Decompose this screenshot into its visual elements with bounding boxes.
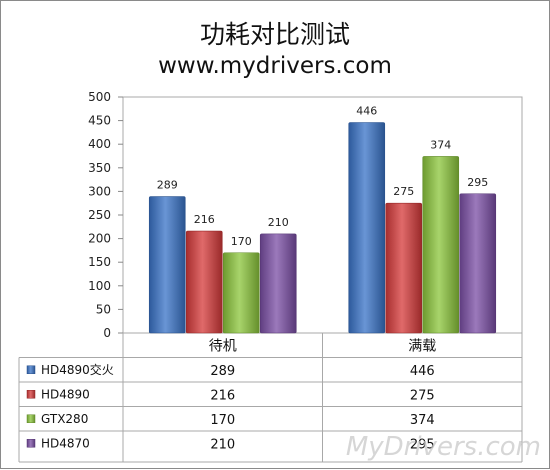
data-label: 289 — [157, 179, 178, 192]
y-tick-label: 400 — [88, 137, 111, 151]
watermark: MyDrivers.com — [345, 432, 541, 462]
x-category-label: 满载 — [408, 338, 436, 354]
data-label: 446 — [356, 104, 377, 117]
chart-title: 功耗对比测试 — [199, 20, 350, 49]
y-tick-label: 350 — [88, 161, 111, 175]
bar-HD4890交火-待机 — [148, 196, 186, 334]
table-cell: 289 — [210, 364, 235, 379]
y-tick-label: 450 — [88, 114, 111, 128]
y-tick-label: 500 — [88, 90, 111, 104]
y-tick-label: 50 — [96, 302, 111, 316]
y-tick-label: 200 — [88, 232, 111, 246]
legend-entry: HD4870 — [41, 436, 90, 450]
legend-entry: GTX280 — [41, 412, 88, 426]
y-tick-label: 150 — [88, 255, 111, 269]
bar-HD4890交火-满载 — [348, 122, 386, 334]
legend-swatch — [26, 414, 36, 423]
bar-HD4870-待机 — [259, 233, 297, 334]
legend-entry: HD4890 — [41, 387, 90, 401]
legend-swatch — [26, 390, 36, 399]
bar-HD4890-满载 — [385, 202, 423, 334]
legend-swatch — [26, 439, 36, 448]
y-tick-label: 300 — [88, 184, 111, 198]
data-label: 295 — [467, 176, 488, 189]
table-cell: 170 — [210, 413, 235, 428]
data-label: 170 — [231, 235, 252, 248]
table-cell: 295 — [410, 437, 435, 452]
bar-HD4890-待机 — [185, 230, 223, 334]
legend-swatch — [26, 365, 36, 374]
data-label: 216 — [194, 213, 215, 226]
y-tick-label: 250 — [88, 208, 111, 222]
data-label: 275 — [393, 185, 414, 198]
table-cell: 216 — [210, 388, 235, 403]
x-category-label: 待机 — [209, 338, 237, 354]
bar-GTX280-待机 — [222, 252, 260, 334]
table-cell: 275 — [410, 388, 435, 403]
bar-HD4870-满载 — [459, 193, 497, 334]
legend-entry: HD4890交火 — [41, 362, 114, 377]
chart-subtitle: www.mydrivers.com — [158, 53, 392, 79]
table-cell: 446 — [410, 364, 435, 379]
data-label: 210 — [268, 216, 289, 229]
table-cell: 374 — [410, 413, 435, 428]
bar-GTX280-满载 — [422, 156, 460, 334]
y-tick-label: 100 — [88, 279, 111, 293]
y-tick-label: 0 — [103, 326, 111, 340]
table-cell: 210 — [210, 437, 235, 452]
data-label: 374 — [430, 138, 451, 151]
